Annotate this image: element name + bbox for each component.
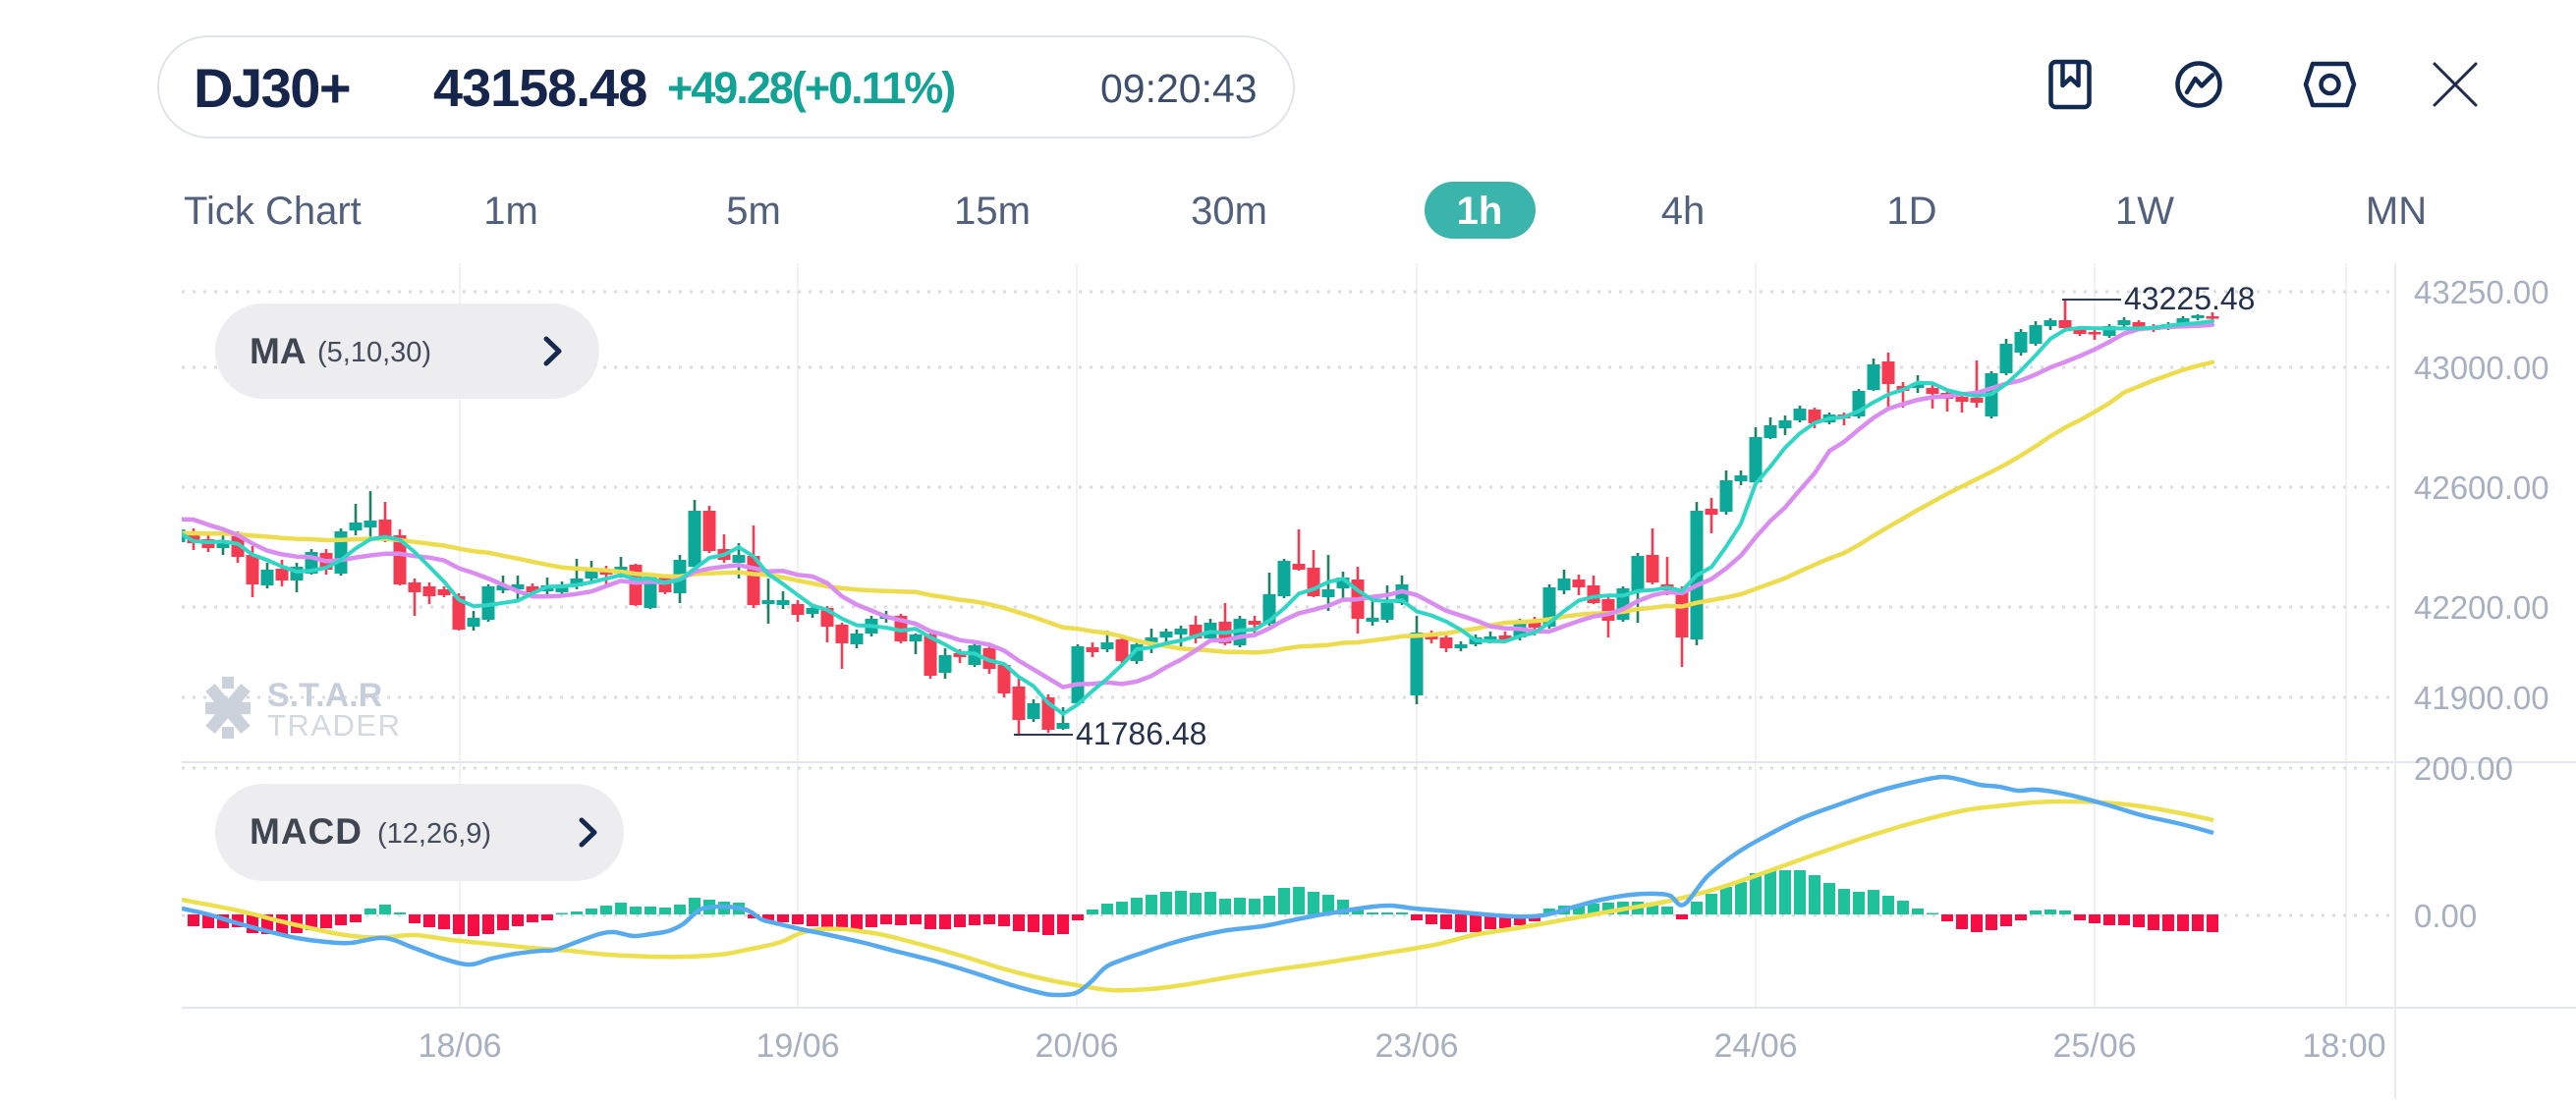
svg-text:0.00: 0.00: [2414, 898, 2477, 934]
svg-text:41786.48: 41786.48: [1076, 716, 1206, 751]
svg-text:43158.48: 43158.48: [433, 59, 646, 118]
svg-text:09:20:43: 09:20:43: [1100, 66, 1258, 111]
svg-text:(5,10,30): (5,10,30): [317, 337, 431, 368]
svg-text:41900.00: 41900.00: [2414, 680, 2549, 716]
svg-text:MACD: MACD: [250, 811, 363, 852]
svg-text:23/06: 23/06: [1374, 1027, 1458, 1065]
svg-text:18:00: 18:00: [2302, 1027, 2385, 1065]
svg-text:+49.28(+0.11%): +49.28(+0.11%): [667, 63, 954, 113]
svg-text:18/06: 18/06: [418, 1027, 501, 1065]
svg-text:1h: 1h: [1457, 190, 1503, 233]
svg-text:43000.00: 43000.00: [2414, 350, 2549, 386]
svg-text:19/06: 19/06: [756, 1027, 839, 1065]
svg-text:20/06: 20/06: [1035, 1027, 1118, 1065]
svg-text:43250.00: 43250.00: [2414, 274, 2549, 310]
svg-text:15m: 15m: [954, 190, 1031, 233]
svg-text:24/06: 24/06: [1713, 1027, 1797, 1065]
svg-text:43225.48: 43225.48: [2124, 281, 2255, 316]
svg-text:30m: 30m: [1191, 190, 1267, 233]
svg-text:1m: 1m: [483, 190, 538, 233]
svg-text:25/06: 25/06: [2052, 1027, 2136, 1065]
svg-text:(12,26,9): (12,26,9): [377, 818, 491, 850]
svg-text:S.T.A.R: S.T.A.R: [267, 677, 382, 714]
svg-text:42200.00: 42200.00: [2414, 589, 2549, 626]
svg-text:DJ30+: DJ30+: [194, 57, 350, 119]
svg-text:MA: MA: [250, 331, 307, 371]
svg-text:4h: 4h: [1661, 190, 1706, 233]
svg-text:42600.00: 42600.00: [2414, 469, 2549, 506]
svg-text:5m: 5m: [726, 190, 781, 233]
svg-text:1D: 1D: [1886, 190, 1936, 233]
svg-text:Tick Chart: Tick Chart: [184, 190, 362, 233]
svg-text:TRADER: TRADER: [267, 708, 401, 743]
svg-text:MN: MN: [2366, 190, 2427, 233]
svg-text:200.00: 200.00: [2414, 750, 2513, 787]
svg-text:1W: 1W: [2115, 190, 2174, 233]
